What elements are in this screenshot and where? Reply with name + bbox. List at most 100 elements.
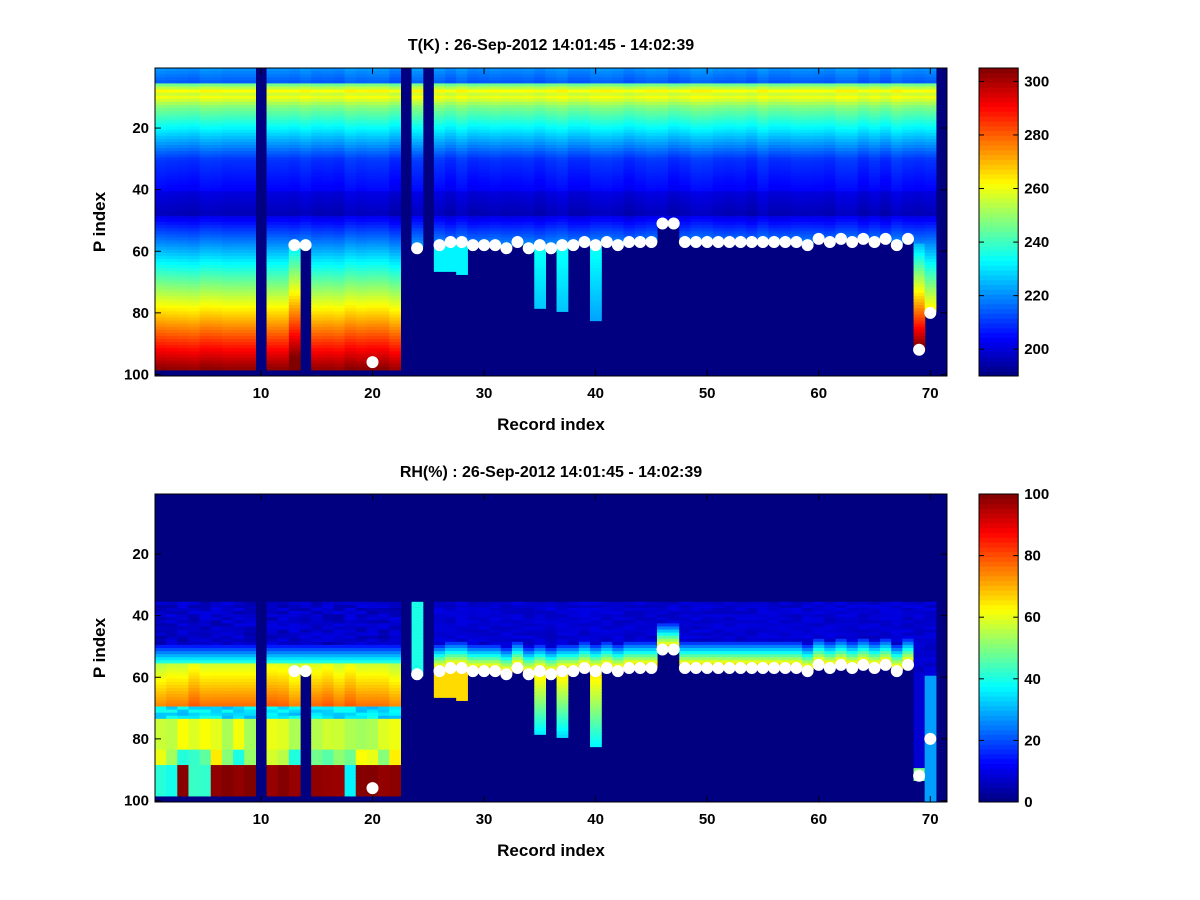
heatmap-cell	[288, 326, 301, 331]
heatmap-cell	[723, 215, 736, 220]
heatmap-cell	[735, 98, 747, 103]
heatmap-cell	[668, 194, 680, 198]
heatmap-cell	[880, 89, 892, 94]
heatmap-cell	[210, 357, 223, 362]
cloud-base-marker	[522, 242, 535, 255]
heatmap-cell	[846, 194, 859, 198]
heatmap-cell	[645, 222, 658, 226]
heatmap-cell	[389, 129, 401, 134]
temperature-cloud-markers	[288, 217, 937, 369]
heatmap-cell	[578, 95, 591, 100]
heatmap-cell	[199, 163, 212, 168]
heatmap-cell	[612, 86, 625, 91]
heatmap-cell	[768, 77, 781, 81]
heatmap-cell	[824, 225, 837, 229]
heatmap-cell	[790, 212, 803, 217]
heatmap-cell	[266, 246, 279, 251]
heatmap-cell	[735, 120, 747, 125]
heatmap-cell	[768, 95, 781, 100]
heatmap-cell	[188, 154, 201, 158]
heatmap-cell	[233, 246, 245, 251]
heatmap-cell	[690, 178, 703, 183]
heatmap-cell	[166, 246, 178, 251]
heatmap-cell	[322, 262, 335, 266]
heatmap-cell	[221, 151, 234, 155]
heatmap-cell	[645, 129, 658, 134]
heatmap-cell	[366, 271, 379, 275]
heatmap-cell	[300, 138, 312, 143]
heatmap-cell	[500, 89, 513, 94]
heatmap-cell	[244, 108, 256, 112]
heatmap-cell	[880, 126, 892, 131]
heatmap-cell	[322, 243, 335, 248]
heatmap-cell	[199, 154, 212, 158]
heatmap-cell	[467, 74, 480, 78]
heatmap-cell	[177, 277, 190, 282]
heatmap-cell	[166, 178, 178, 183]
heatmap-cell	[801, 145, 814, 149]
heatmap-cell	[880, 80, 892, 84]
heatmap-cell	[322, 323, 335, 328]
heatmap-cell	[556, 141, 569, 146]
heatmap-cell	[311, 252, 323, 257]
heatmap-cell	[166, 206, 178, 211]
heatmap-cell	[489, 71, 502, 75]
heatmap-cell	[489, 197, 502, 202]
heatmap-cell	[790, 188, 803, 192]
heatmap-cell	[612, 126, 625, 131]
heatmap-cell	[813, 209, 825, 214]
heatmap-cell	[166, 311, 178, 315]
heatmap-cell	[913, 126, 926, 131]
cloud-base-marker	[656, 217, 669, 230]
heatmap-cell	[366, 163, 379, 168]
heatmap-cell	[244, 181, 256, 186]
heatmap-cell	[288, 286, 301, 291]
heatmap-cell	[433, 252, 446, 257]
heatmap-cell	[411, 218, 424, 223]
heatmap-cell	[233, 120, 245, 125]
heatmap-cell	[300, 145, 312, 149]
heatmap-cell	[656, 212, 669, 217]
heatmap-cell	[288, 360, 301, 365]
heatmap-cell	[155, 342, 167, 346]
heatmap-cell	[266, 234, 279, 238]
heatmap-cell	[188, 237, 201, 242]
heatmap-cell	[322, 129, 335, 134]
heatmap-cell	[244, 138, 256, 143]
heatmap-cell	[701, 129, 714, 134]
heatmap-cell	[645, 148, 658, 152]
heatmap-cell	[210, 335, 223, 340]
heatmap-cell	[578, 86, 591, 91]
heatmap-cell	[746, 145, 758, 149]
heatmap-cell	[378, 123, 390, 128]
heatmap-cell	[712, 209, 725, 214]
heatmap-cell	[746, 206, 758, 211]
heatmap-cell	[556, 95, 569, 100]
heatmap-cell	[266, 188, 279, 192]
heatmap-cell	[924, 200, 937, 205]
heatmap-cell	[567, 86, 580, 91]
heatmap-cell	[578, 194, 591, 198]
cloud-base-marker	[801, 239, 814, 252]
heatmap-cell	[166, 77, 178, 81]
heatmap-cell	[723, 200, 736, 205]
heatmap-cell	[757, 206, 770, 211]
heatmap-cell	[221, 357, 234, 362]
heatmap-cell	[489, 225, 502, 229]
heatmap-cell	[188, 141, 201, 146]
heatmap-cell	[366, 77, 379, 81]
heatmap-cell	[333, 351, 346, 356]
heatmap-cell	[155, 163, 167, 168]
heatmap-cell	[902, 123, 915, 128]
heatmap-cell	[612, 234, 625, 238]
heatmap-cell	[311, 218, 323, 223]
heatmap-cell	[746, 86, 758, 91]
heatmap-cell	[534, 212, 547, 217]
heatmap-cell	[333, 169, 346, 174]
heatmap-cell	[188, 314, 201, 319]
heatmap-cell	[199, 225, 212, 229]
heatmap-cell	[378, 188, 390, 192]
heatmap-cell	[924, 302, 937, 306]
heatmap-cell	[199, 228, 212, 232]
heatmap-cell	[623, 114, 636, 118]
